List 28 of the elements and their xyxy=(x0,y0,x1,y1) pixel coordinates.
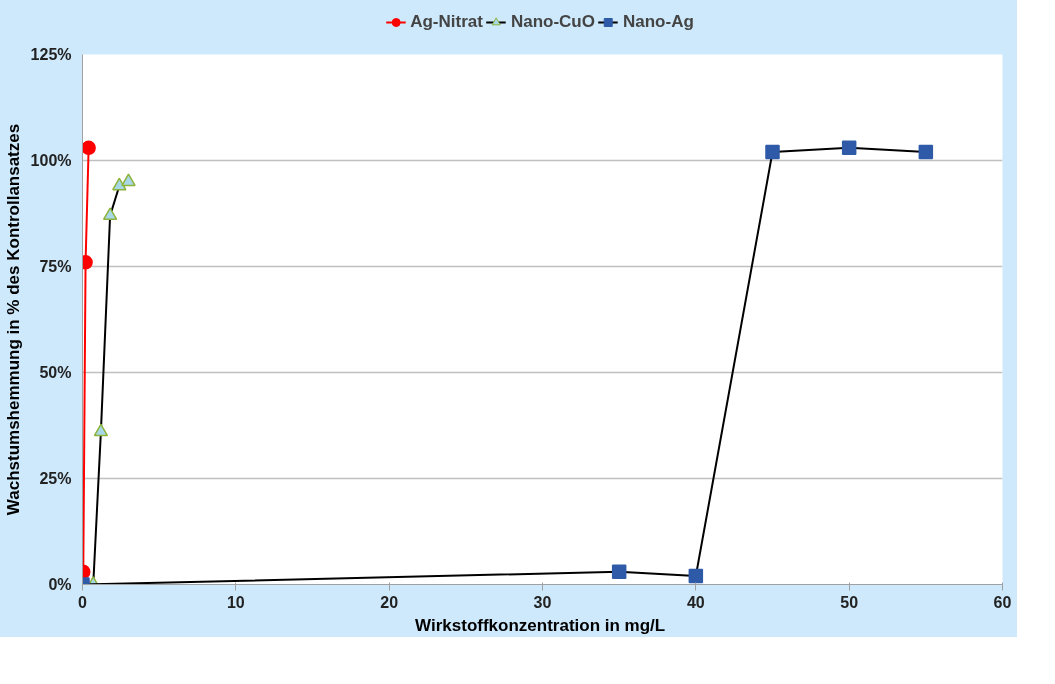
y-tick-label: 100% xyxy=(30,152,72,169)
x-tick-label: 50 xyxy=(840,593,859,611)
y-tick-label: 0% xyxy=(48,576,72,593)
y-tick-label: 75% xyxy=(39,258,72,275)
x-tick-label: 20 xyxy=(380,593,399,611)
y-tick-label: 50% xyxy=(39,364,72,381)
legend-label: Nano-Ag xyxy=(622,12,694,32)
point xyxy=(688,568,704,584)
y-axis-title: Wachstumshemmung in % des Kontrollansatzes xyxy=(3,123,23,516)
point xyxy=(82,255,93,270)
point xyxy=(841,140,857,156)
point xyxy=(112,177,127,191)
point xyxy=(93,423,109,437)
legend-label: Nano-CuO xyxy=(510,12,595,32)
x-tick-label: 30 xyxy=(533,593,552,611)
x-tick-label: 60 xyxy=(993,593,1012,611)
point xyxy=(611,564,627,580)
x-tick-label: 0 xyxy=(78,593,88,611)
x-tick-label: 40 xyxy=(686,593,705,611)
x-axis-title: Wirkstoffkonzentration in mg/L xyxy=(415,615,666,635)
legend-label: Ag-Nitrat xyxy=(410,12,483,32)
y-tick-label: 25% xyxy=(39,470,72,487)
x-tick-label: 10 xyxy=(226,593,245,611)
y-tick-label: 125% xyxy=(30,46,72,63)
point xyxy=(121,173,136,187)
point xyxy=(102,207,118,221)
point xyxy=(918,144,934,160)
point xyxy=(765,144,780,160)
